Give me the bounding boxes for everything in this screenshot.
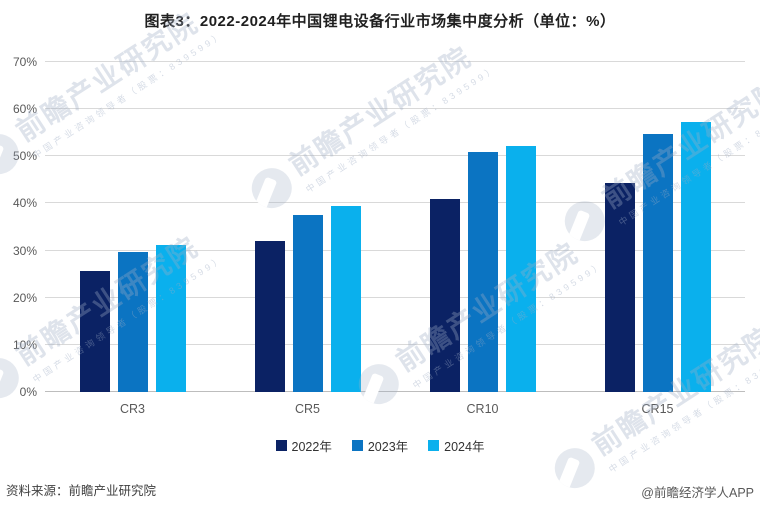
y-tick-label: 50% — [12, 149, 37, 164]
y-tick-label: 0% — [19, 385, 37, 399]
bar-cr5-2022年 — [254, 240, 285, 392]
bar-cr3-2023年 — [117, 252, 148, 392]
chart-title: 图表3：2022-2024年中国锂电设备行业市场集中度分析（单位：%） — [144, 13, 616, 30]
gridline — [45, 108, 745, 110]
y-tick-label: 10% — [12, 337, 37, 352]
bar-cr10-2023年 — [467, 152, 498, 392]
x-category-label: CR10 — [466, 402, 499, 416]
source-note: 资料来源：前瞻产业研究院 — [6, 484, 157, 498]
bar-cr15-2022年 — [604, 182, 635, 392]
legend: 2022年 2023年 2024年 — [0, 436, 760, 455]
gridline — [45, 343, 745, 345]
legend-swatch-icon — [275, 440, 287, 451]
gridline — [45, 249, 745, 251]
x-axis-line — [45, 391, 745, 392]
bar-group-cr3 — [45, 62, 220, 392]
bar-group-cr15 — [570, 62, 745, 392]
y-tick-label: 60% — [12, 102, 37, 117]
bar-cr10-2022年 — [429, 199, 460, 392]
gridline — [45, 202, 745, 204]
legend-label: 2023年 — [367, 440, 409, 454]
credit-note: @前瞻经济学人APP — [641, 486, 754, 500]
bar-cr15-2023年 — [642, 134, 673, 392]
y-tick-label: 70% — [12, 55, 37, 69]
legend-swatch-icon — [351, 440, 363, 451]
bar-cr3-2022年 — [79, 271, 110, 392]
x-category-label: CR3 — [119, 402, 145, 416]
legend-swatch-icon — [428, 440, 440, 451]
gridline — [45, 296, 745, 298]
legend-item: 2023年 — [351, 436, 409, 455]
legend-item: 2024年 — [428, 436, 484, 455]
bar-cr10-2024年 — [505, 145, 536, 392]
y-tick-label: 20% — [12, 290, 37, 305]
legend-label: 2022年 — [291, 440, 332, 454]
bar-cr5-2024年 — [330, 206, 361, 392]
y-tick-label: 30% — [12, 243, 37, 258]
bar-cr15-2024年 — [680, 122, 711, 392]
y-tick-label: 40% — [12, 196, 37, 211]
bar-cr5-2023年 — [292, 214, 323, 392]
gridline — [45, 155, 745, 157]
bar-cr3-2024年 — [155, 244, 186, 392]
legend-label: 2024年 — [444, 440, 485, 454]
bar-group-cr10 — [395, 62, 570, 392]
x-category-label: CR15 — [641, 402, 674, 416]
legend-item: 2022年 — [275, 436, 332, 455]
gridline — [45, 61, 745, 62]
bar-group-cr5 — [220, 62, 395, 392]
plot-area — [45, 61, 745, 392]
x-category-label: CR5 — [294, 402, 320, 416]
